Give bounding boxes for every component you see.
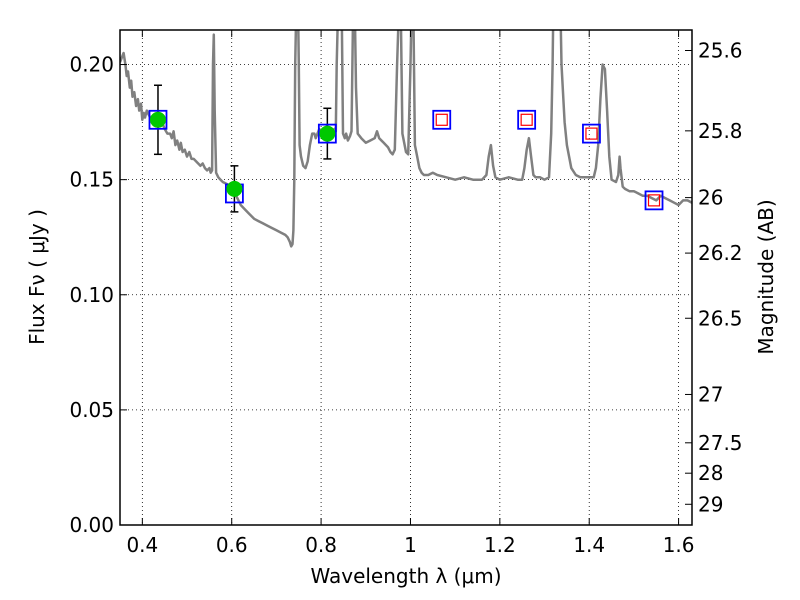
y-tick-label: 0.05 — [69, 398, 114, 422]
model-photometry-box — [517, 109, 537, 130]
observed-flux-point — [149, 111, 166, 128]
x-axis-title: Wavelength λ (μm) — [310, 564, 501, 588]
y-tick-label: 0.15 — [69, 168, 114, 192]
model-photometry-box — [148, 109, 168, 130]
magnitude-tick-label: 26.5 — [698, 306, 743, 330]
magnitude-axis-ticks: 25.6 25.8 26 26.2 26.5 27 27.5 28 29 — [685, 38, 743, 516]
magnitude-tick-label: 27.5 — [698, 431, 743, 455]
model-photometry-box — [644, 190, 664, 211]
observed-flux-point — [226, 180, 243, 197]
magnitude-axis-title: Magnitude (AB) — [754, 199, 778, 354]
magnitude-tick-label: 25.6 — [698, 38, 743, 62]
y-tick-label: 0.20 — [69, 53, 114, 77]
magnitude-tick-label: 26.2 — [698, 241, 743, 265]
model-photometry-box — [582, 123, 601, 144]
y-axis-ticks: 0.00 0.05 0.10 0.15 0.20 — [69, 53, 127, 537]
y-tick-label: 0.10 — [69, 283, 114, 307]
x-axis-ticks: 0.4 0.6 0.8 1 1.2 1.4 1.6 — [126, 30, 695, 557]
x-tick-label: 1.6 — [663, 533, 695, 557]
predicted-flux-box — [647, 194, 661, 207]
model-spectrum — [120, 30, 692, 248]
model-photometry-box — [432, 109, 452, 130]
photometry-markers — [148, 84, 664, 213]
x-tick-label: 1 — [404, 533, 417, 557]
model-photometry-box — [317, 123, 337, 144]
spectrum-line — [120, 30, 692, 248]
x-tick-label: 1.4 — [573, 533, 605, 557]
x-tick-label: 0.4 — [126, 533, 158, 557]
magnitude-tick-label: 29 — [698, 492, 723, 516]
predicted-flux-box — [435, 113, 448, 126]
magnitude-tick-label: 27 — [698, 382, 723, 406]
observed-flux-point — [319, 125, 336, 142]
predicted-flux-box — [520, 113, 533, 126]
magnitude-tick-label: 25.8 — [698, 119, 743, 143]
predicted-flux-box — [585, 127, 598, 140]
x-tick-label: 1.2 — [484, 533, 516, 557]
plot-frame — [119, 29, 693, 526]
magnitude-tick-label: 26 — [698, 186, 723, 210]
x-tick-label: 0.6 — [216, 533, 248, 557]
x-tick-label: 0.8 — [305, 533, 337, 557]
y-axis-title: Flux Fν ( μJy ) — [25, 209, 49, 345]
magnitude-tick-label: 28 — [698, 461, 723, 485]
y-tick-label: 0.00 — [69, 513, 114, 537]
